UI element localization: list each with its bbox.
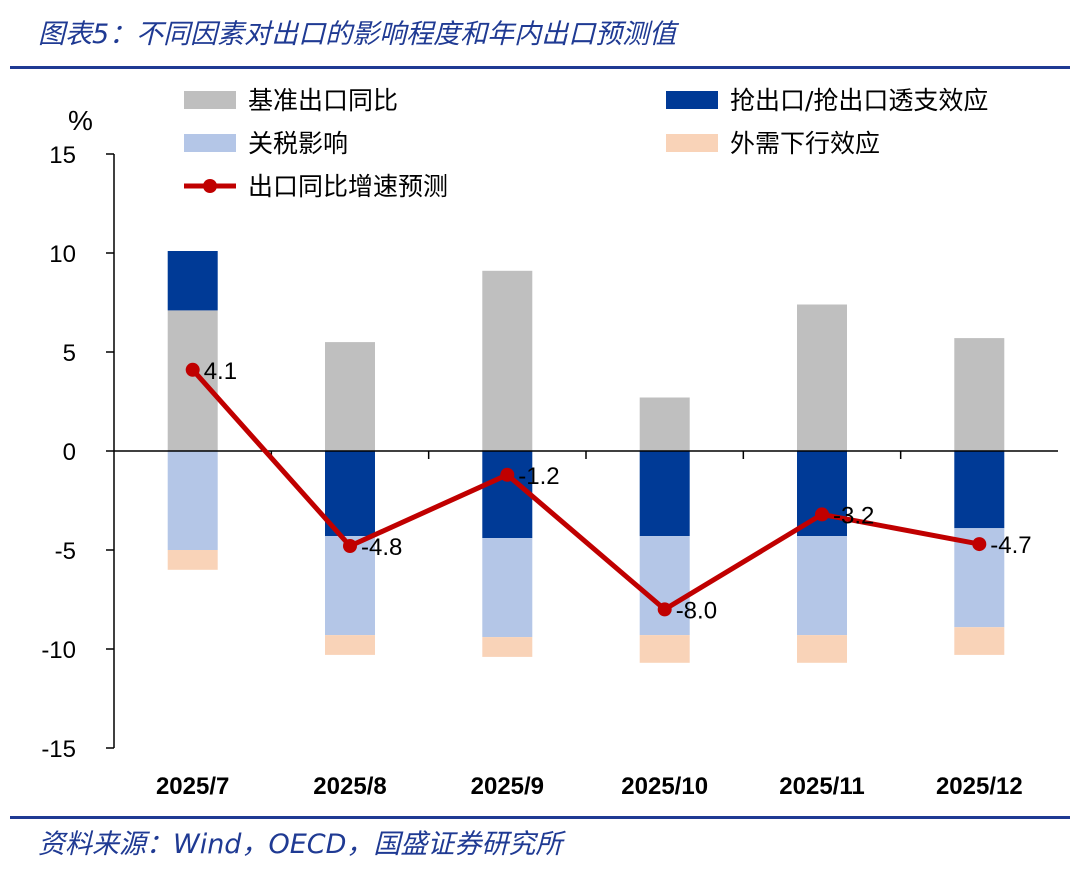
- legend-label: 抢出口/抢出口透支效应: [730, 86, 988, 115]
- forecast-point-1: [185, 362, 200, 377]
- x-category-label: 2025/12: [936, 773, 1023, 800]
- legend-label: 基准出口同比: [248, 86, 398, 115]
- bar-tariff-3: [482, 538, 533, 638]
- bar-external-demand-2: [325, 635, 375, 655]
- bar-front-loading-3: [482, 451, 533, 539]
- y-tick-label: 15: [49, 142, 76, 169]
- bar-tariff-5: [797, 536, 847, 636]
- axes: 15 10 5 0 -5 -10 -15 2025/7 2025/8 2025/9 2025/10 2…: [41, 105, 1058, 800]
- bar-external-demand-1: [167, 550, 218, 570]
- footer-rule: [10, 816, 1070, 819]
- bar-base-2: [325, 342, 375, 451]
- y-unit-label: %: [68, 105, 93, 136]
- bars: [167, 251, 1005, 663]
- bar-front-loading-1: [167, 251, 218, 311]
- bar-tariff-4: [639, 536, 690, 636]
- bar-base-4: [639, 397, 690, 451]
- x-category-label: 2025/7: [156, 773, 229, 800]
- bar-external-demand-4: [639, 635, 690, 663]
- y-tick-label: -5: [55, 538, 76, 565]
- forecast-point-6: [972, 537, 987, 552]
- x-category-label: 2025/8: [313, 773, 386, 800]
- legend-label: 外需下行效应: [730, 129, 880, 158]
- source-note: 资料来源：Wind，OECD，国盛证券研究所: [38, 829, 563, 860]
- bar-base-1: [167, 310, 218, 451]
- y-tick-label: -10: [41, 637, 76, 664]
- bar-base-5: [797, 304, 847, 451]
- forecast-point-4: [657, 602, 672, 617]
- y-tick-label: 0: [63, 439, 76, 466]
- forecast-value-label: -4.7: [990, 532, 1031, 559]
- forecast-value-label: -8.0: [676, 597, 717, 624]
- forecast-point-5: [815, 507, 829, 522]
- forecast-value-label: 4.1: [204, 358, 237, 385]
- forecast-polyline: [190, 368, 980, 612]
- forecast-value-label: -3.2: [833, 502, 874, 529]
- x-category-label: 2025/9: [471, 773, 544, 800]
- x-category-label: 2025/10: [621, 773, 708, 800]
- bar-front-loading-2: [325, 451, 375, 537]
- legend-label: 关税影响: [248, 129, 348, 158]
- forecast-value-label: -4.8: [361, 534, 402, 561]
- bar-external-demand-5: [797, 635, 847, 663]
- x-category-label: 2025/11: [779, 773, 864, 800]
- bar-base-6: [954, 338, 1005, 451]
- bar-front-loading-4: [639, 451, 690, 537]
- forecast-line: [185, 362, 987, 617]
- legend-swatch-external-demand: [666, 134, 718, 152]
- y-tick-label: 10: [49, 241, 76, 268]
- figure-title: 图表5：不同因素对出口的影响程度和年内出口预测值: [38, 19, 677, 50]
- bar-external-demand-6: [954, 627, 1005, 655]
- legend-swatch-base: [184, 91, 236, 109]
- y-tick-label: 5: [63, 340, 76, 367]
- legend-swatch-front-loading: [666, 91, 718, 109]
- bar-front-loading-6: [954, 451, 1005, 529]
- bar-base-3: [482, 270, 533, 451]
- header-rule: [10, 66, 1070, 69]
- forecast-point-3: [500, 467, 515, 482]
- y-tick-label: -15: [41, 736, 76, 763]
- legend-swatch-tariff: [184, 134, 236, 152]
- legend-line-marker: [203, 179, 217, 193]
- labels: 4.1 -4.8 -1.2 -8.0 -3.2 -4.7: [204, 358, 1032, 625]
- bar-tariff-1: [167, 451, 218, 550]
- legend-label: 出口同比增速预测: [248, 172, 448, 201]
- bar-external-demand-3: [482, 637, 533, 657]
- forecast-value-label: -1.2: [518, 463, 559, 490]
- forecast-point-2: [343, 539, 357, 553]
